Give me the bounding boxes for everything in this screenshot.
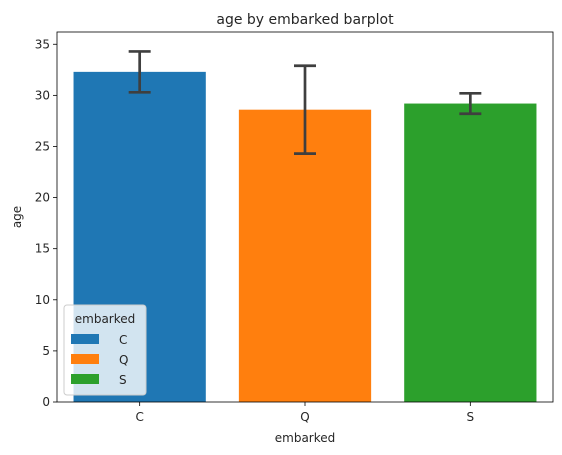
legend-title: embarked	[75, 312, 136, 326]
x-axis-title: embarked	[275, 431, 336, 445]
x-tick-label: S	[467, 410, 475, 424]
error-bar-q	[294, 64, 316, 155]
legend-swatch-c	[71, 334, 99, 344]
legend: embarked CQS	[63, 304, 147, 396]
y-tick-label: 10	[35, 293, 50, 307]
error-bar-c	[128, 50, 151, 94]
y-tick-label: 15	[35, 242, 50, 256]
legend-swatch-q	[71, 354, 99, 364]
y-axis-title: age	[10, 206, 24, 228]
y-tick-label: 35	[35, 37, 50, 51]
y-tick-label: 5	[42, 344, 50, 358]
legend-swatch-s	[71, 374, 99, 384]
legend-entry-label: Q	[119, 353, 128, 367]
y-tick-label: 25	[35, 139, 50, 153]
error-bar-s	[459, 91, 482, 116]
legend-box	[63, 304, 147, 396]
x-tick-label: C	[135, 410, 143, 424]
legend-entry-label: S	[119, 373, 127, 387]
legend-entry-label: C	[119, 333, 127, 347]
chart-title: age by embarked barplot	[216, 12, 394, 28]
bar-s	[404, 103, 537, 402]
bar-q	[238, 109, 372, 402]
x-tick-label: Q	[300, 410, 309, 424]
y-tick-label: 30	[35, 88, 50, 102]
y-tick-label: 20	[35, 191, 50, 205]
y-tick-label: 0	[42, 395, 50, 409]
